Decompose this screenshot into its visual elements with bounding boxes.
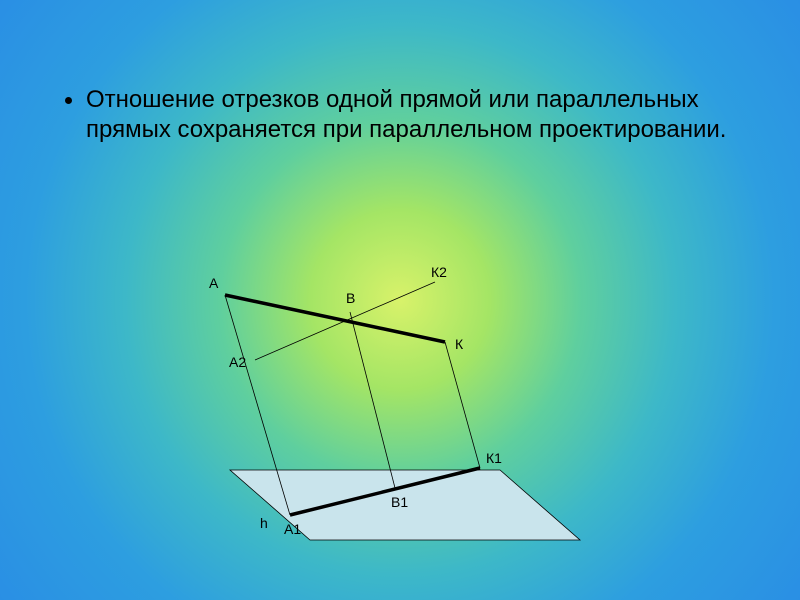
label-k2: К2 bbox=[431, 264, 447, 280]
bullet-text: Отношение отрезков одной прямой или пара… bbox=[86, 85, 740, 145]
body-text: Отношение отрезков одной прямой или пара… bbox=[65, 85, 740, 145]
proj-line-k bbox=[445, 342, 480, 468]
label-a2: А2 bbox=[229, 354, 246, 370]
label-b1: В1 bbox=[391, 494, 408, 510]
label-a1: А1 bbox=[284, 521, 301, 537]
diagram-svg bbox=[170, 270, 590, 550]
segment-ak bbox=[225, 295, 445, 342]
slide: Отношение отрезков одной прямой или пара… bbox=[0, 0, 800, 600]
label-h: h bbox=[260, 515, 268, 531]
label-k1: К1 bbox=[486, 450, 502, 466]
bullet-dot-icon bbox=[65, 97, 72, 104]
label-b: В bbox=[346, 290, 355, 306]
diagram: А В К К2 А2 А1 В1 К1 h bbox=[170, 270, 590, 550]
label-a: А bbox=[209, 275, 218, 291]
bullet-item: Отношение отрезков одной прямой или пара… bbox=[65, 85, 740, 145]
label-k: К bbox=[455, 336, 463, 352]
proj-line-b bbox=[350, 312, 395, 488]
